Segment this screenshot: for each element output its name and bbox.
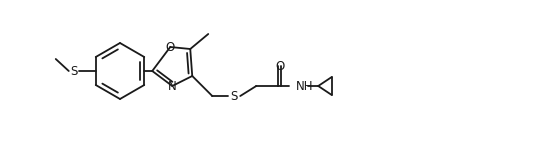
Text: N: N [168, 80, 177, 92]
Text: S: S [231, 89, 238, 103]
Text: S: S [70, 64, 78, 78]
Text: NH: NH [296, 80, 314, 92]
Text: O: O [166, 40, 175, 54]
Text: O: O [275, 59, 285, 73]
